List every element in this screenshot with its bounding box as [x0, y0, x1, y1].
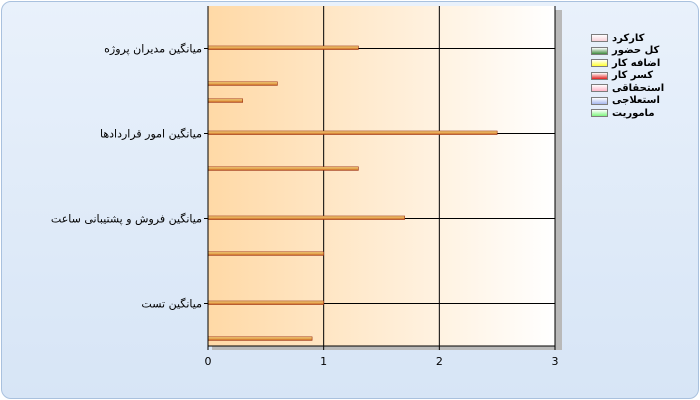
legend-item: کسر کار — [588, 70, 666, 83]
bar — [207, 98, 244, 103]
legend-swatch — [591, 34, 608, 43]
legend-item: استعلاجی — [588, 95, 666, 108]
category-label: میانگین امور قراردادها — [100, 128, 202, 141]
category-label: میانگین مدیران پروژه — [104, 43, 202, 56]
category-label: میانگین فروش و پشتیبانی ساعت — [51, 213, 202, 226]
x-tick-labels: 0 1 2 3 — [205, 355, 559, 368]
bar — [207, 81, 278, 86]
plot-area — [208, 6, 555, 346]
x-tick-label: 1 — [320, 355, 327, 368]
bar — [207, 251, 324, 256]
legend-label: استعلاجی — [612, 95, 660, 107]
legend-label: ماموریت — [612, 107, 655, 119]
bar — [207, 130, 498, 135]
legend-item: کل حضور — [588, 45, 666, 58]
legend-item: استحقاقی — [588, 82, 666, 95]
x-tick-label: 0 — [205, 355, 212, 368]
legend-label: کسر کار — [612, 70, 654, 82]
x-tick-label: 2 — [436, 355, 443, 368]
legend-swatch — [591, 84, 608, 93]
axes — [204, 6, 556, 350]
category-label: میانگین تست — [141, 298, 202, 311]
legend-label: کارکرد — [612, 32, 645, 44]
legend-swatch — [591, 59, 608, 68]
bar — [207, 45, 359, 50]
legend-swatch — [591, 46, 608, 55]
legend: کارکرد کل حضور اضافه کار کسر کار استحقاقی است… — [588, 32, 666, 120]
x-tick-label: 3 — [552, 355, 559, 368]
bar — [207, 215, 405, 220]
legend-label: اضافه کار — [612, 57, 661, 69]
legend-item: ماموریت — [588, 107, 666, 120]
bar — [207, 166, 359, 171]
legend-swatch — [591, 96, 608, 105]
legend-label: استحقاقی — [612, 82, 665, 94]
legend-swatch — [591, 71, 608, 80]
bar — [207, 300, 324, 305]
bar — [207, 336, 313, 341]
legend-item: کارکرد — [588, 32, 666, 45]
legend-swatch — [591, 109, 608, 118]
legend-item: اضافه کار — [588, 57, 666, 70]
legend-label: کل حضور — [612, 45, 660, 57]
category-labels: میانگین مدیران پروژه میانگین امور قرارداد… — [51, 43, 202, 311]
